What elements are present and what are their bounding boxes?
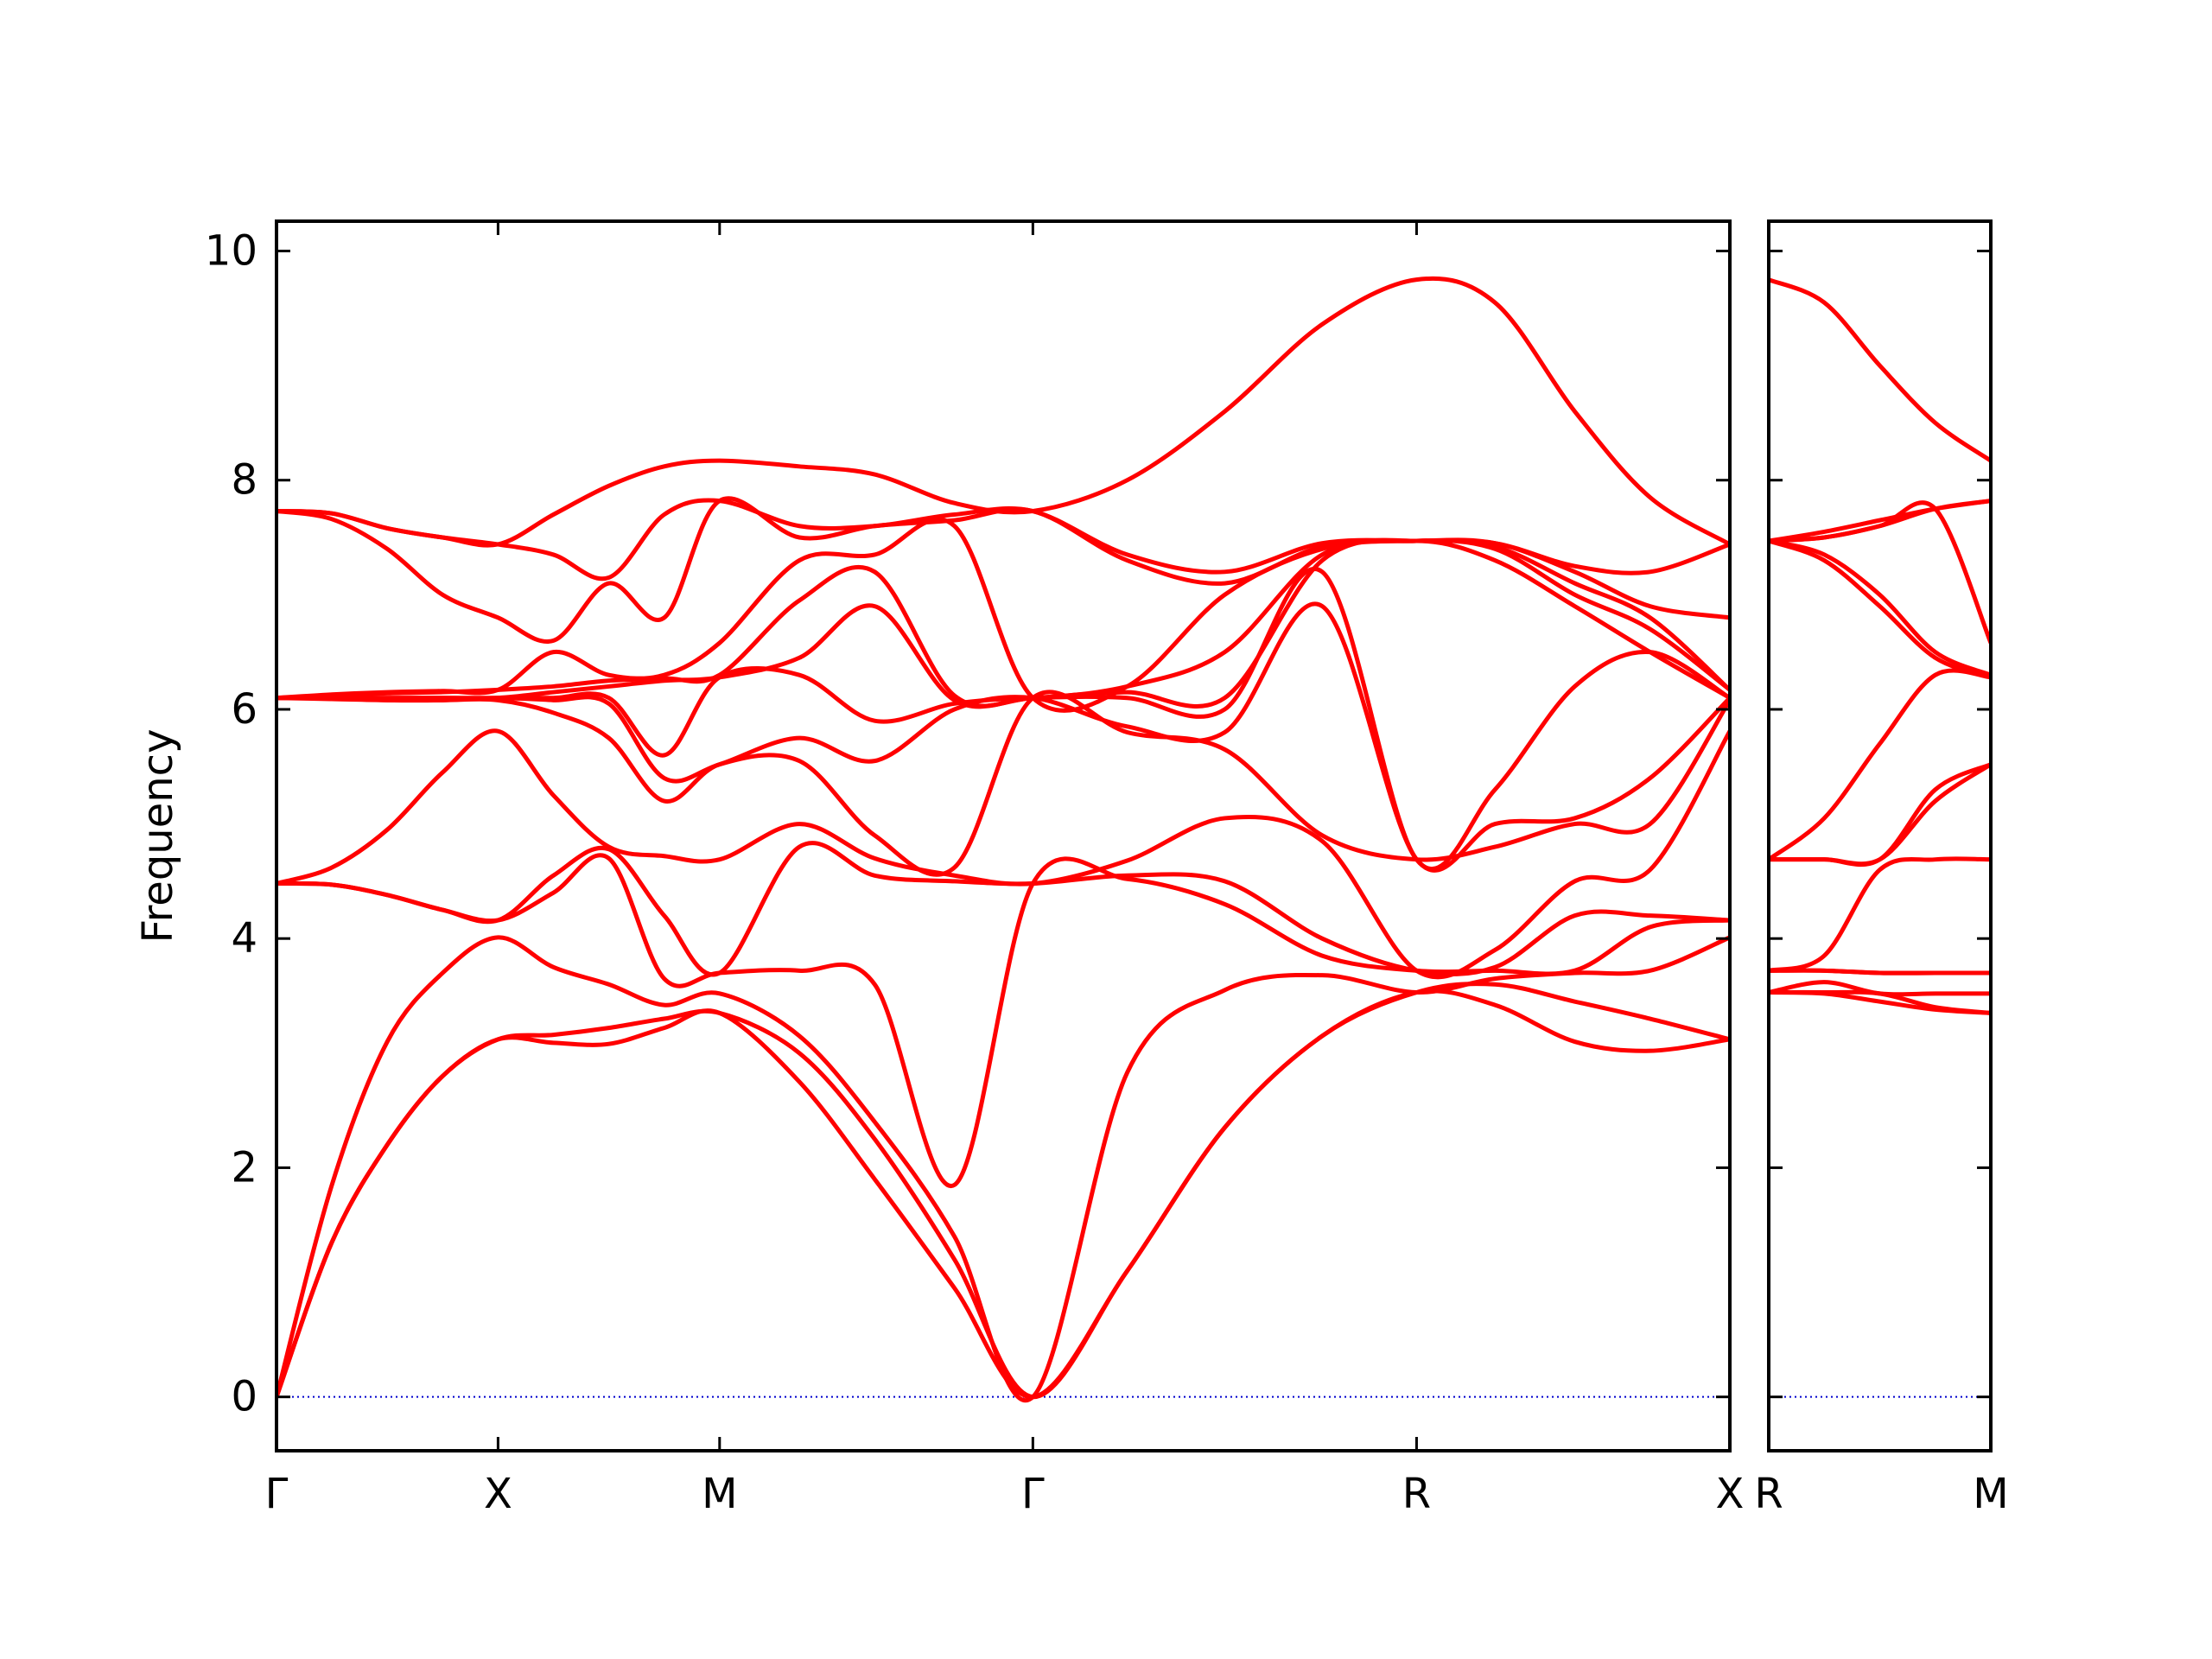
band-line bbox=[1769, 856, 1991, 973]
band-line bbox=[1769, 762, 1991, 868]
band-line bbox=[1769, 538, 1991, 680]
x-tick-label: X bbox=[484, 1470, 512, 1518]
x-tick-label: M bbox=[702, 1470, 737, 1518]
band-line bbox=[1769, 980, 1991, 997]
y-tick-label: 4 bbox=[231, 914, 257, 963]
x-tick-label: Γ bbox=[1021, 1470, 1045, 1518]
x-tick-label: X bbox=[1716, 1470, 1745, 1518]
band-line bbox=[1769, 538, 1991, 677]
x-tick-label: Γ bbox=[265, 1470, 289, 1518]
band-line bbox=[276, 498, 1730, 582]
band-line bbox=[276, 982, 1730, 1400]
y-axis-label: Frequency bbox=[134, 729, 182, 944]
bands bbox=[276, 276, 1730, 1402]
y-tick-label: 10 bbox=[205, 226, 257, 275]
y-tick-label: 8 bbox=[231, 456, 257, 505]
band-line bbox=[1769, 668, 1991, 861]
band-line bbox=[1769, 499, 1991, 543]
bands bbox=[1769, 277, 1991, 1015]
x-tick-label: M bbox=[1973, 1470, 2008, 1518]
x-tick-label: R bbox=[1402, 1470, 1431, 1518]
band-line bbox=[1769, 968, 1991, 976]
band-line bbox=[276, 276, 1730, 548]
panel: 0 2 4 6 8 10 Γ X M Γ R X Frequency bbox=[134, 219, 1745, 1518]
y-tick-label: 6 bbox=[231, 685, 257, 734]
axes-frame bbox=[275, 219, 1732, 1452]
axes-frame bbox=[1767, 219, 1993, 1452]
y-tick-label: 0 bbox=[231, 1373, 257, 1421]
y-tick-label: 2 bbox=[231, 1143, 257, 1192]
x-tick-label: R bbox=[1754, 1470, 1783, 1518]
band-line bbox=[1769, 277, 1991, 463]
band-line bbox=[276, 841, 1730, 977]
band-line bbox=[276, 537, 1730, 709]
band-line bbox=[276, 690, 1730, 877]
band-line bbox=[276, 935, 1730, 1402]
